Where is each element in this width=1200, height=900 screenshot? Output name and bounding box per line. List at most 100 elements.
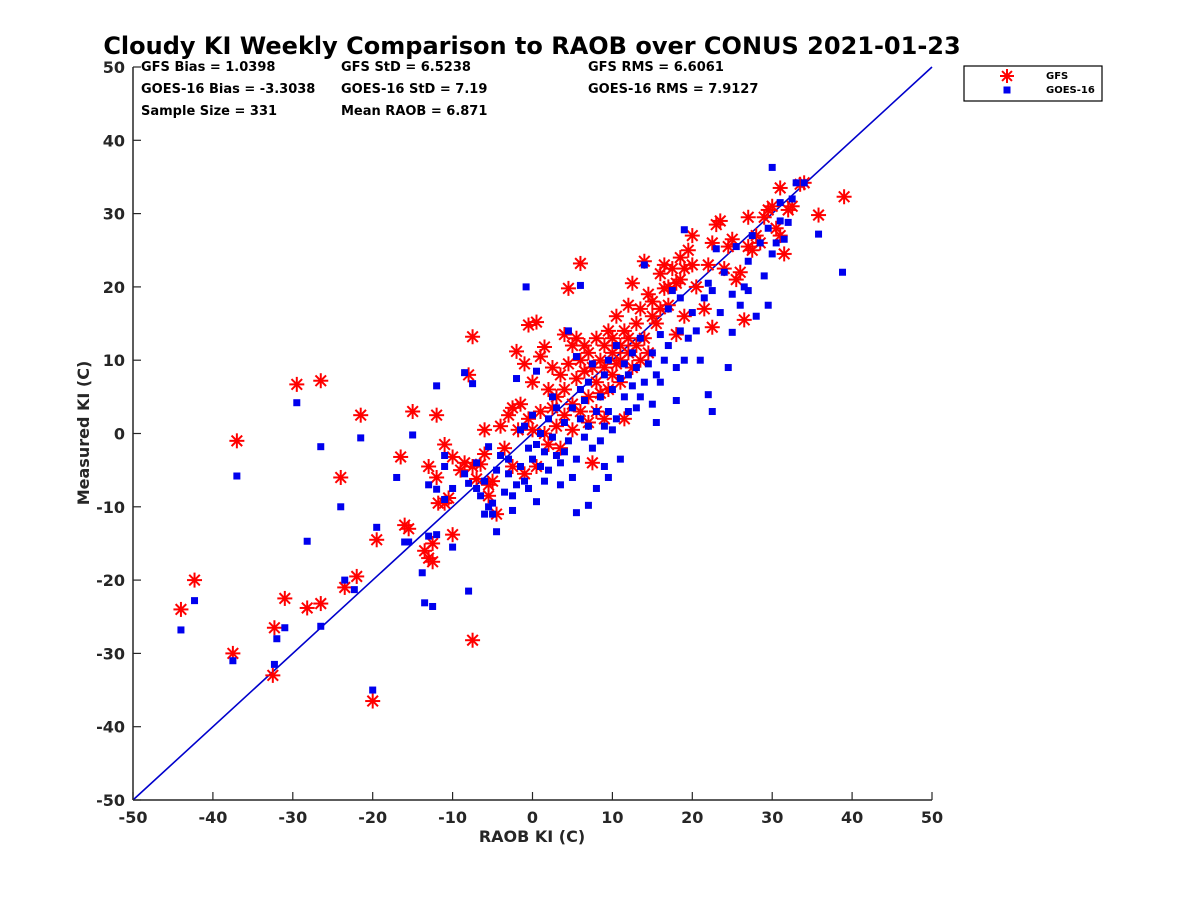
goes16-point	[684, 334, 692, 342]
gfs-point	[700, 257, 716, 273]
goes16-point	[418, 569, 426, 577]
goes16-point	[744, 257, 752, 265]
gfs-point	[620, 297, 636, 313]
gfs-point	[600, 323, 616, 339]
goes16-point	[552, 404, 560, 412]
goes16-point	[317, 443, 325, 451]
goes16-point	[540, 448, 548, 456]
goes16-point	[600, 371, 608, 379]
gfs-point	[401, 521, 417, 537]
goes16-point	[481, 477, 489, 485]
goes16-point	[505, 470, 513, 478]
goes16-point	[768, 163, 776, 171]
goes16-point	[501, 488, 509, 496]
goes16-point	[521, 477, 529, 485]
goes16-point	[576, 281, 584, 289]
gfs-point	[624, 275, 640, 291]
goes16-point	[425, 481, 433, 489]
goes16-point	[441, 495, 449, 503]
gfs-point	[556, 327, 572, 343]
gfs-point	[836, 189, 852, 205]
x-tick-label: 20	[681, 808, 703, 827]
gfs-point	[580, 389, 596, 405]
y-tick-label: 30	[103, 205, 125, 224]
goes16-point	[497, 451, 505, 459]
y-tick-label: -20	[96, 571, 125, 590]
goes16-point	[337, 503, 345, 511]
gfs-point	[772, 180, 788, 196]
gfs-point	[485, 473, 501, 489]
goes16-point	[341, 576, 349, 584]
ticks-layer: -50 -40 -30 -20 -10 0 10 20 30 40 50 -50 -40 -30 -20 -1…	[96, 58, 943, 827]
goes16-point	[596, 393, 604, 401]
goes16-point	[620, 393, 628, 401]
goes16-point	[656, 378, 664, 386]
goes16-point	[461, 369, 469, 377]
goes16-point	[548, 433, 556, 441]
gfs-point	[540, 436, 556, 452]
gfs-point	[445, 449, 461, 465]
gfs-point	[620, 345, 636, 361]
goes16-point	[696, 356, 704, 364]
gfs-point	[266, 620, 282, 636]
goes16-point	[485, 443, 493, 451]
goes16-point	[764, 224, 772, 232]
goes16-point	[640, 378, 648, 386]
gfs-point	[445, 527, 461, 543]
gfs-point	[636, 253, 652, 269]
stat-gfs-std: GFS StD = 6.5238	[341, 60, 471, 75]
goes16-point	[489, 499, 497, 507]
gfs-point	[513, 396, 529, 412]
goes16-point	[473, 459, 481, 467]
goes16-point	[660, 356, 668, 364]
goes16-point	[233, 472, 241, 480]
goes16-point	[489, 510, 497, 518]
goes16-point	[668, 287, 676, 295]
gfs-point	[493, 418, 509, 434]
goes16-point	[604, 473, 612, 481]
gfs-point	[477, 446, 493, 462]
goes16-point	[652, 419, 660, 427]
goes16-point	[592, 408, 600, 416]
goes16-point	[644, 360, 652, 368]
goes16-point	[588, 360, 596, 368]
goes16-point	[401, 538, 409, 546]
goes16-point	[493, 528, 501, 536]
gfs-point	[187, 572, 203, 588]
x-axis-label: RAOB KI (C)	[479, 827, 585, 846]
goes16-point	[449, 543, 457, 551]
gfs-point	[672, 272, 688, 288]
goes16-point	[839, 268, 847, 276]
gfs-point	[584, 455, 600, 471]
goes16-point	[576, 415, 584, 423]
goes16-point	[664, 342, 672, 350]
goes16-point	[776, 217, 784, 225]
gfs-point	[556, 382, 572, 398]
goes16-point	[525, 484, 533, 492]
chart-title: Cloudy KI Weekly Comparison to RAOB over…	[103, 32, 960, 60]
gfs-point	[229, 433, 245, 449]
goes16-point	[680, 356, 688, 364]
gfs-point	[740, 209, 756, 225]
goes16-point	[616, 375, 624, 383]
gfs-point	[265, 667, 281, 683]
goes16-point	[752, 312, 760, 320]
goes16-point	[449, 484, 457, 492]
goes16-point	[493, 466, 501, 474]
gfs-point	[313, 373, 329, 389]
goes16-point	[552, 451, 560, 459]
stat-gfs-rms: GFS RMS = 6.6061	[588, 60, 724, 75]
goes16-point	[509, 492, 517, 500]
goes16-point	[513, 375, 521, 383]
goes16-point	[441, 451, 449, 459]
legend-goes-label: GOES-16	[1046, 85, 1095, 96]
goes16-point	[732, 243, 740, 251]
goes16-point	[572, 509, 580, 517]
goes16-point	[672, 397, 680, 405]
goes16-point	[632, 404, 640, 412]
gfs-point	[548, 418, 564, 434]
gfs-point	[572, 255, 588, 271]
x-tick-label: 10	[601, 808, 623, 827]
goes16-point	[433, 485, 441, 493]
goes16-point	[532, 498, 540, 506]
